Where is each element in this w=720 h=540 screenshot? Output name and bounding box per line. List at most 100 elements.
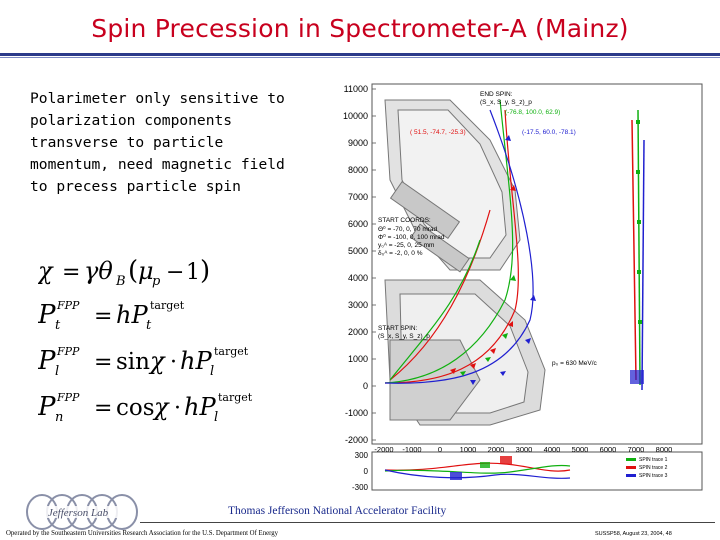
svg-text:=: = [94, 350, 112, 375]
track-red [384, 109, 519, 384]
x-tick-label: 3000 [516, 445, 533, 454]
end-spin-red: ( 51.5, -74.7, -25.3) [410, 129, 466, 136]
svg-text:1: 1 [186, 260, 200, 285]
y-tick-label: 9000 [348, 138, 368, 148]
end-spin-column [630, 109, 645, 391]
y-tick-label: 10000 [343, 111, 368, 121]
x-tick-label: 7000 [628, 445, 645, 454]
legend: SPIN trace 1 SPIN trace 2 SPIN trace 3 [626, 457, 668, 479]
y-tick-label: 8000 [348, 165, 368, 175]
svg-text:Jefferson Lab: Jefferson Lab [48, 507, 109, 519]
svg-text:·: · [170, 350, 177, 375]
strip-tick-label: 0 [364, 467, 369, 476]
svg-text:γθ: γθ [84, 257, 113, 285]
momentum-label: p₀ = 630 MeV/c [552, 360, 598, 367]
svg-text:FPP: FPP [56, 299, 80, 312]
svg-text:μ: μ [138, 257, 154, 285]
svg-text:p: p [152, 274, 161, 289]
x-tick-label: -1000 [402, 445, 421, 454]
svg-text:hP: hP [116, 301, 148, 329]
legend-entry: SPIN trace 3 [639, 473, 668, 479]
svg-text:χ: χ [38, 257, 54, 285]
y-tick-label: 4000 [348, 273, 368, 283]
track-green-2 [389, 239, 481, 381]
svg-text:P: P [38, 392, 56, 422]
svg-text:P: P [38, 300, 56, 330]
svg-text:FPP: FPP [56, 345, 80, 358]
x-tick-label: 8000 [656, 445, 673, 454]
end-spin-green: (-76.8, 100.0, 62.9) [505, 109, 560, 116]
y-tick-label: 0 [363, 381, 368, 391]
svg-text:−: − [166, 260, 184, 285]
x-tick-label: 0 [438, 445, 442, 454]
footer-lab-name: Thomas Jefferson National Accelerator Fa… [228, 505, 447, 517]
footer-rule [140, 522, 715, 523]
svg-text:hP: hP [184, 393, 216, 421]
svg-text:P: P [38, 346, 56, 376]
particle-tracks [384, 99, 534, 384]
svg-text:·: · [174, 396, 181, 421]
y-tick-label: 5000 [348, 246, 368, 256]
svg-text:t: t [55, 318, 61, 333]
track-red-2 [389, 209, 491, 381]
legend-entry: SPIN trace 1 [639, 457, 668, 463]
end-spin-blue: (-17.5, 60.0, -78.1) [522, 129, 576, 136]
y-tick-label: 1000 [348, 354, 368, 364]
svg-text:χ: χ [148, 347, 166, 375]
svg-text:t: t [146, 318, 152, 333]
strip-tick-label: 300 [355, 451, 369, 460]
y-tick-label: 11000 [344, 84, 368, 94]
svg-text:cos: cos [116, 395, 155, 421]
strip-tracks [384, 456, 571, 480]
equation-pn: P n FPP = cos χ · hP l target [38, 391, 253, 425]
start-coord-row: δ₀ᴬ = -2, 0, 0 % [378, 249, 423, 257]
x-axis: -2000 -1000 0 1000 2000 3000 4000 5000 6… [374, 445, 672, 454]
svg-text:l: l [214, 410, 218, 425]
svg-text:l: l [210, 364, 214, 379]
svg-text:l: l [55, 364, 59, 379]
jefferson-lab-logo: Jefferson Lab [26, 494, 138, 530]
svg-text:FPP: FPP [56, 391, 80, 404]
equation-chi: χ = γθ B ( μ p − 1 ) [38, 256, 210, 289]
end-spin-sub: (S_x, S_y, S_z)_p [480, 99, 532, 106]
svg-text:χ: χ [152, 393, 170, 421]
slide-title: Spin Precession in Spectrometer-A (Mainz… [91, 14, 629, 43]
start-spin-sub: (S_x, S_y, S_z)_p [378, 333, 430, 340]
start-spin-label: START SPIN: [378, 325, 418, 332]
equation-block: χ = γθ B ( μ p − 1 ) P t FPP = hP t targ… [38, 256, 253, 425]
strip-tick-label: -300 [352, 483, 369, 492]
main-y-axis: 11000 10000 9000 8000 7000 6000 5000 400… [343, 84, 368, 445]
strip-y-axis: 300 0 -300 [352, 451, 369, 492]
track-green [384, 99, 514, 384]
y-tick-label: -2000 [345, 435, 368, 445]
y-tick-label: 6000 [348, 219, 368, 229]
spin-arrows [450, 135, 536, 385]
x-tick-label: 1000 [460, 445, 477, 454]
intro-text: Polarimeter only sensitive to polarizati… [30, 90, 285, 195]
svg-text:=: = [94, 304, 112, 329]
x-tick-label: 2000 [488, 445, 505, 454]
svg-text:n: n [55, 410, 63, 425]
start-coord-row: y₀ᴬ = -25, 0, 25 mm [378, 241, 434, 249]
svg-text:=: = [94, 396, 112, 421]
x-tick-label: 6000 [600, 445, 617, 454]
x-tick-label: -2000 [374, 445, 393, 454]
x-tick-label: 5000 [572, 445, 589, 454]
y-tick-label: 3000 [348, 300, 368, 310]
title-rule [0, 53, 720, 56]
spin-precession-figure: 11000 10000 9000 8000 7000 6000 5000 400… [343, 83, 703, 492]
title-rule-thin [0, 57, 720, 58]
legend-entry: SPIN trace 2 [639, 465, 668, 471]
equation-pl: P l FPP = sin χ · hP l target [38, 345, 249, 379]
svg-text:target: target [150, 299, 185, 312]
svg-text:sin: sin [116, 349, 150, 375]
x-tick-label: 4000 [544, 445, 561, 454]
svg-text:target: target [214, 345, 249, 358]
start-coords-label: START COORDS: [378, 217, 431, 224]
footer-page-info: SUSSP58, August 23, 2004, 48 [595, 531, 672, 537]
svg-text:): ) [200, 256, 210, 286]
spectrometer-drawing [384, 99, 546, 426]
svg-text:hP: hP [180, 347, 212, 375]
y-tick-label: 2000 [348, 327, 368, 337]
svg-text:=: = [62, 260, 80, 285]
